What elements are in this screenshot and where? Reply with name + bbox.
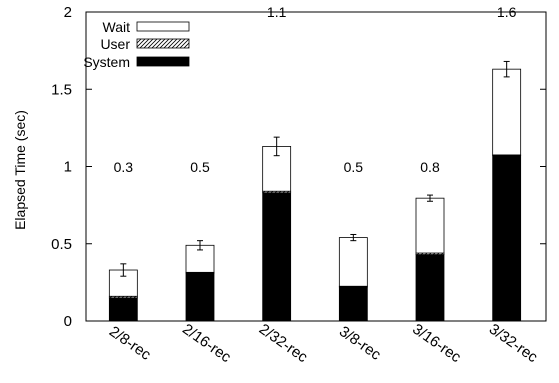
x-tick-label: 3/16-rec [409,321,464,367]
x-tick-label: 2/32-rec [256,321,311,367]
value-annotation: 0.8 [420,159,440,175]
y-axis-label: Elapsed Time (sec) [12,110,28,230]
value-annotation: 1.1 [267,4,287,20]
value-annotation: 0.5 [344,159,364,175]
legend-label-wait: Wait [103,19,131,35]
value-annotation: 0.5 [190,159,210,175]
legend-label-system: System [83,54,130,70]
legend-label-user: User [100,36,130,52]
x-tick-label: 3/8-rec [336,323,384,364]
bar-segment-system [492,155,522,322]
y-tick-label: 0 [64,313,72,330]
bar-segment-system [262,192,292,322]
y-tick-label: 1 [64,159,72,176]
legend-swatch-system [136,56,190,67]
y-tick-label: 2 [64,4,72,21]
y-tick-label: 0.5 [51,236,72,253]
bar-segment-wait [338,237,368,287]
x-tick-label: 2/8-rec [106,323,154,364]
legend-swatch-wait [136,21,190,32]
y-tick-label: 1.5 [51,81,72,98]
x-tick-label: 2/16-rec [179,321,234,367]
legend-swatch-user [136,38,190,49]
bar-segment-wait [108,269,138,297]
plot-area: 0 0.5 1 1.5 2 0.3 2/8-rec 0.5 2/16-rec 1.1 2/32-re… [51,4,547,367]
x-tick-label: 3/32-rec [486,321,541,367]
bar-segment-system [415,254,445,322]
value-annotation: 0.3 [114,159,134,175]
bar-segment-wait [415,197,445,254]
bar-segment-wait [492,68,522,156]
bar-segment-system [185,272,215,322]
value-annotation: 1.6 [497,4,517,20]
